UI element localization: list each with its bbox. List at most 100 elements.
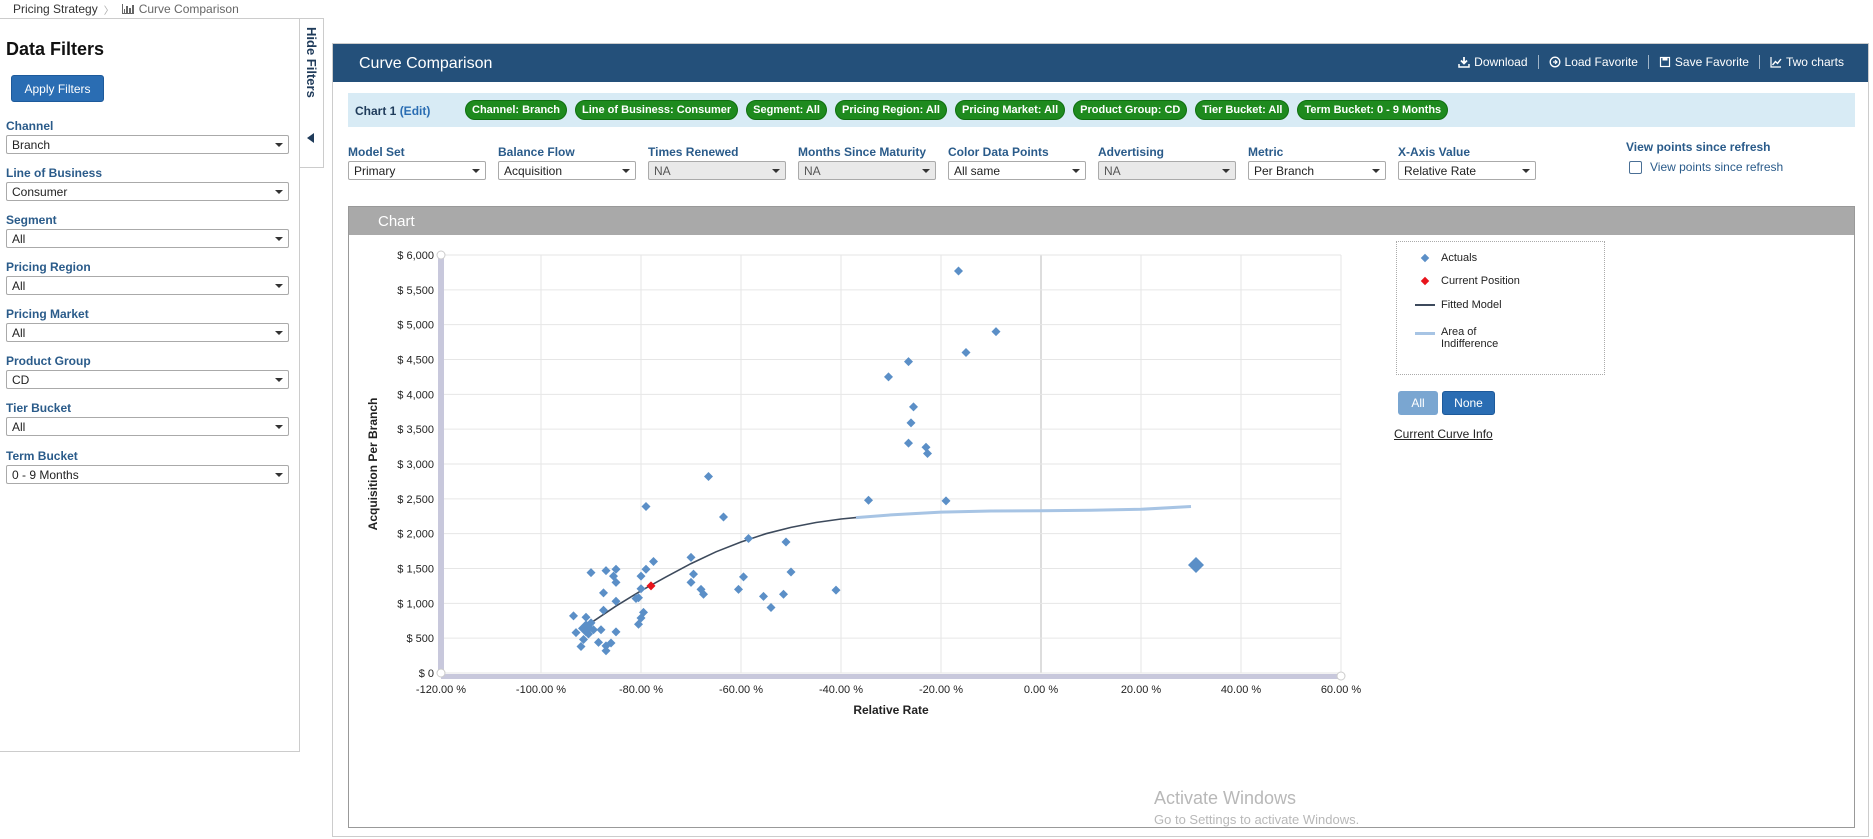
color-data-points-select[interactable]: All same [948,161,1086,180]
select-value: NA [1104,163,1121,178]
breadcrumb-pricing-strategy[interactable]: Pricing Strategy [13,2,98,16]
actual-point [864,495,873,505]
actual-point [766,603,776,613]
chevron-down-icon [275,473,283,477]
chevron-down-icon [275,425,283,429]
legend-item-area-of-indifference[interactable]: Area of Indifference [1414,326,1498,350]
view-points-toggle[interactable]: View points since refresh [1629,160,1783,174]
chip-channel[interactable]: Channel: Branch [465,100,568,120]
breadcrumb: Pricing Strategy 〉 Curve Comparison [0,0,239,18]
apply-filters-button[interactable]: Apply Filters [11,75,104,102]
download-button[interactable]: Download [1448,55,1537,69]
actual-point [611,596,621,606]
chip-tier-bucket[interactable]: Tier Bucket: All [1195,100,1290,120]
filter-tier-bucket: Tier Bucket All [6,401,289,436]
x-tick-label: -20.00 % [919,684,963,696]
balance-flow-select[interactable]: Acquisition [498,161,636,180]
chevron-down-icon [275,284,283,288]
download-label: Download [1474,55,1528,69]
save-favorite-label: Save Favorite [1674,55,1749,69]
y-tick-label: $ 1,500 [397,564,434,576]
chart-panel-header: Chart [349,207,1854,235]
product-group-select[interactable]: CD [6,370,289,389]
x-tick-label: -80.00 % [619,684,663,696]
save-favorite-button[interactable]: Save Favorite [1647,55,1759,69]
legend-item-actuals[interactable]: Actuals [1414,252,1477,264]
chip-term-bucket[interactable]: Term Bucket: 0 - 9 Months [1297,100,1449,120]
legend-label: Area of [1441,326,1477,338]
area-of-indifference-line [855,505,1192,520]
chip-product-group[interactable]: Product Group: CD [1073,100,1188,120]
header-actions: Download Load Favorite Save Favorite Two… [1448,55,1854,69]
actual-point [779,589,788,599]
legend-item-fitted-model[interactable]: Fitted Model [1414,299,1502,311]
actual-point [831,585,841,595]
panel-title: Curve Comparison [359,55,493,72]
pricing-market-select[interactable]: All [6,323,289,342]
show-none-button[interactable]: None [1442,391,1495,415]
chip-pricing-region[interactable]: Pricing Region: All [834,100,947,120]
option-label: Model Set [348,145,405,159]
main-panel: Curve Comparison Download Load Favorite … [332,43,1869,837]
actual-point [704,472,713,482]
times-renewed-select: NA [648,161,786,180]
filter-label: Tier Bucket [6,401,72,415]
actual-point [734,584,743,594]
load-favorite-button[interactable]: Load Favorite [1537,55,1648,69]
tier-bucket-select[interactable]: All [6,417,289,436]
chart-legend: Actuals Current Position Fitted Model Ar… [1396,241,1605,375]
segment-select[interactable]: All [6,229,289,248]
chevron-down-icon [1522,169,1530,173]
hide-filters-tab[interactable]: Hide Filters [300,18,324,168]
collapse-left-icon [307,133,314,143]
x-tick-label: -60.00 % [719,684,763,696]
option-label: Metric [1248,145,1284,159]
term-bucket-select[interactable]: 0 - 9 Months [6,465,289,484]
legend-item-current-position[interactable]: Current Position [1414,275,1520,287]
y-tick-label: $ 6,000 [397,250,434,262]
y-tick-label: $ 3,500 [397,424,434,436]
actual-point [594,637,603,647]
x-tick-label: -120.00 % [416,684,466,696]
actual-point [571,628,581,638]
pricing-region-select[interactable]: All [6,276,289,295]
channel-select[interactable]: Branch [6,135,289,154]
chevron-down-icon [1372,169,1380,173]
fitted-model-line [590,516,857,624]
chip-line-of-business[interactable]: Line of Business: Consumer [575,100,739,120]
edit-chart-link[interactable]: (Edit) [399,104,431,118]
chip-pricing-market[interactable]: Pricing Market: All [954,100,1066,120]
view-points-checkbox[interactable] [1629,160,1642,174]
y-tick-label: $ 4,000 [397,389,434,401]
y-axis-scrollbar [438,255,444,673]
line-of-business-select[interactable]: Consumer [6,182,289,201]
chevron-down-icon [275,190,283,194]
filter-label: Pricing Market [6,307,89,321]
actual-point [744,534,753,544]
model-set-select[interactable]: Primary [348,161,486,180]
select-value: 0 - 9 Months [12,467,79,482]
actual-point [954,266,963,276]
select-value: CD [12,372,30,387]
chip-segment[interactable]: Segment: All [746,100,827,120]
actual-point [589,625,598,635]
current-curve-info-link[interactable]: Current Curve Info [1394,427,1493,441]
actual-point [699,589,708,599]
x-axis-value-select[interactable]: Relative Rate [1398,161,1536,180]
legend-diamond-icon [1414,276,1436,286]
chevron-down-icon [472,169,480,173]
y-axis-title: Acquisition Per Branch [366,398,380,531]
filter-chips: Channel: Branch Line of Business: Consum… [465,100,1449,120]
advertising-select: NA [1098,161,1236,180]
actual-point [884,372,893,382]
x-tick-label: 40.00 % [1221,684,1262,696]
two-charts-button[interactable]: Two charts [1758,55,1854,69]
show-all-button[interactable]: All [1398,391,1438,415]
view-points-checkbox-label: View points since refresh [1650,160,1784,174]
metric-select[interactable]: Per Branch [1248,161,1386,180]
y-tick-label: $ 2,500 [397,494,434,506]
breadcrumb-separator-icon: 〉 [103,5,114,17]
select-value: Relative Rate [1404,163,1477,178]
option-metric: Metric Per Branch [1248,145,1386,180]
x-axis-title: Relative Rate [853,703,929,717]
